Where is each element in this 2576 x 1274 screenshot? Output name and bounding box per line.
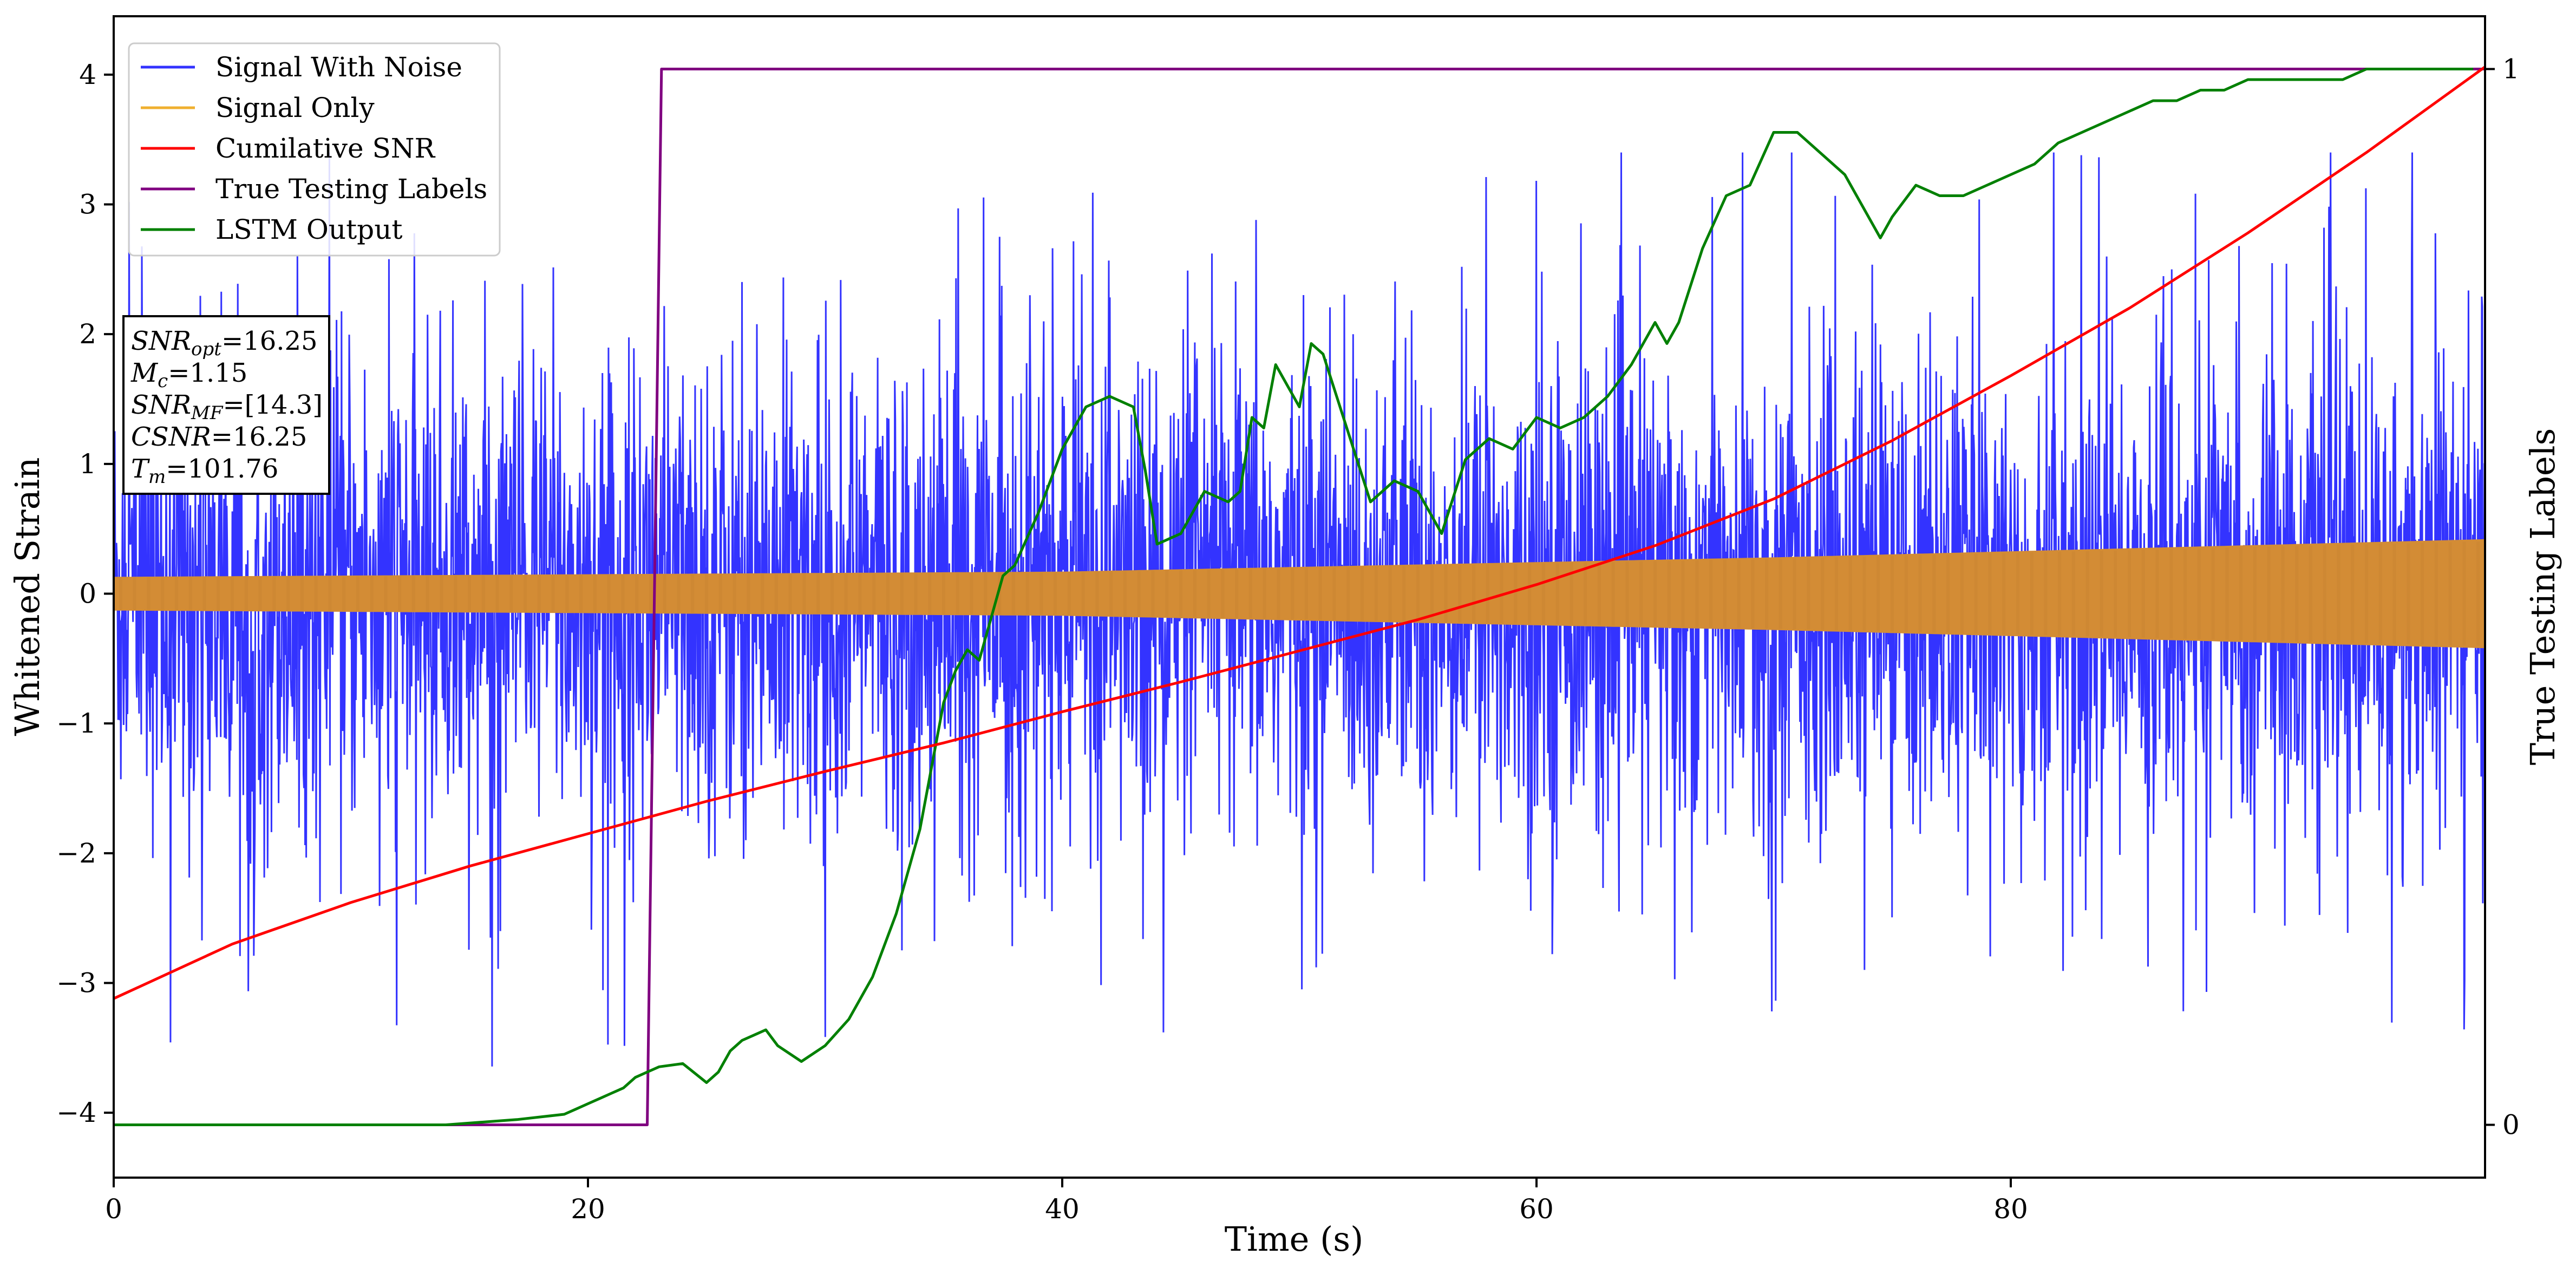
y-axis-right-label: True Testing Labels (2523, 428, 2562, 766)
y2-tick-label: 0 (2502, 1109, 2520, 1141)
legend-entry: LSTM Output (215, 214, 402, 245)
y-axis-right: 01 (2485, 54, 2520, 1141)
y-tick-label: 2 (79, 318, 96, 350)
y-tick-label: 4 (79, 59, 96, 90)
x-tick-label: 0 (105, 1193, 122, 1225)
annotation-line: SNRopt=16.25 (131, 326, 318, 360)
legend: Signal With Noise Signal Only Cumilative S… (128, 42, 501, 257)
legend-frame (128, 42, 501, 257)
annotation-line: Tm=101.76 (131, 454, 278, 488)
y-tick-label: 0 (79, 578, 96, 610)
cumilative-snr-line (114, 66, 2485, 1000)
lstm-output-series (114, 68, 2474, 1126)
annotation-line: CSNR=16.25 (131, 422, 307, 452)
legend-entry: Cumilative SNR (215, 133, 435, 164)
legend-entry: True Testing Labels (215, 173, 487, 205)
legend-entry: Signal Only (215, 92, 375, 123)
annotation-line: SNRMF=[14.3] (131, 390, 323, 424)
annotation-frame (122, 315, 330, 495)
annotation-box: SNRopt=16.25Mc=1.15SNRMF=[14.3]CSNR=16.2… (122, 315, 330, 495)
y-axis-label: Whitened Strain (8, 458, 47, 736)
x-tick-label: 80 (1993, 1193, 2028, 1225)
annotation-line: Mc=1.15 (130, 358, 247, 392)
y-tick-label: −4 (56, 1097, 96, 1128)
x-tick-label: 40 (1045, 1193, 1080, 1225)
y-axis-left: −4 −3 −2 −1 0 1 2 3 4 (56, 59, 114, 1128)
lstm-output-line (114, 68, 2474, 1126)
cumulative-snr-series (114, 66, 2485, 1000)
plot-frame (113, 15, 2486, 1179)
y-tick-label: 1 (79, 448, 96, 480)
y-tick-label: 3 (79, 189, 96, 220)
y-tick-label: −1 (56, 708, 96, 739)
x-axis-label: Time (s) (1225, 1219, 1364, 1259)
signal-only-texture (119, 541, 2480, 646)
plot-area (114, 66, 2485, 1126)
x-axis: 0 20 40 60 80 (105, 1178, 2028, 1225)
y2-tick-label: 1 (2502, 54, 2520, 85)
x-tick-label: 20 (571, 1193, 605, 1225)
signal-only-series (114, 539, 2485, 649)
y-tick-label: −3 (56, 968, 96, 999)
y-tick-label: −2 (56, 838, 96, 869)
x-tick-label: 60 (1519, 1193, 1554, 1225)
legend-entry: Signal With Noise (215, 51, 462, 83)
